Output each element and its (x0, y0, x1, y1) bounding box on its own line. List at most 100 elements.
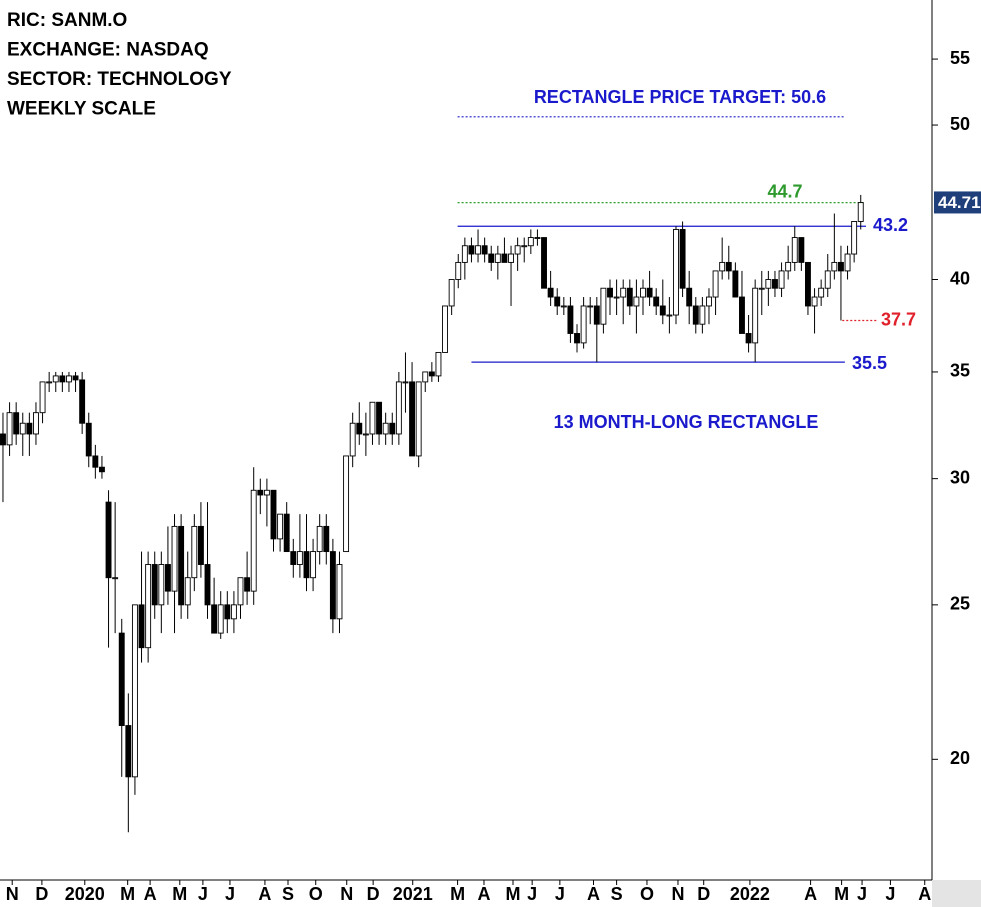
y-tick-label: 55 (950, 48, 970, 68)
candle-body (626, 287, 633, 307)
candle-body (686, 287, 693, 307)
x-tick-label: A (804, 884, 817, 904)
candle-body (13, 412, 20, 435)
candle-body (560, 305, 567, 308)
x-tick-label: A (918, 884, 931, 904)
candle-body (455, 261, 462, 280)
x-tick-label: J (198, 884, 208, 904)
candle-body (541, 237, 547, 289)
candle-body (343, 455, 350, 553)
candle-body (448, 279, 455, 307)
x-tick-label: N (6, 884, 19, 904)
candle-body (547, 287, 554, 298)
level-label: 44.7 (767, 181, 802, 201)
candle-body (329, 551, 336, 620)
candle-body (805, 261, 811, 307)
candle-body (765, 279, 772, 289)
x-tick-label: M (450, 884, 465, 904)
candle-body (712, 270, 719, 298)
x-tick-label: A (144, 884, 157, 904)
candle-body (679, 228, 686, 289)
candle-body (620, 287, 627, 298)
x-tick-label: J (555, 884, 565, 904)
candle-body (389, 422, 396, 435)
x-tick-label: M (834, 884, 849, 904)
candle-body (501, 253, 508, 263)
x-tick-label: D (35, 884, 48, 904)
x-tick-label: A (258, 884, 271, 904)
candle-body (395, 381, 402, 435)
x-tick-label: N (671, 884, 684, 904)
candle-body (66, 375, 72, 383)
candle-body (171, 525, 178, 592)
candle-body (105, 501, 112, 579)
y-tick-label: 50 (950, 114, 970, 134)
candle-body (98, 466, 105, 473)
candle-body (402, 381, 409, 384)
candle-body (79, 379, 86, 424)
candle-body (475, 245, 481, 255)
candle-body (356, 422, 363, 435)
info-line: RIC: SANM.O (7, 10, 127, 31)
candle-body (461, 245, 468, 263)
candle-body (593, 305, 600, 325)
candle-body (534, 237, 541, 239)
candle-body (362, 433, 369, 436)
candle-body (296, 551, 303, 565)
candle-body (0, 433, 6, 446)
candle-body (316, 525, 323, 553)
candle-body (837, 261, 844, 272)
candle-body (376, 401, 383, 435)
candle-body (692, 305, 699, 325)
candle-body (791, 237, 798, 263)
candle-body (92, 455, 99, 468)
candle-body (785, 261, 792, 272)
candle-body (745, 333, 752, 344)
candle-body (164, 564, 171, 592)
candle-body (191, 525, 198, 579)
candle-body (646, 287, 653, 298)
candle-body (283, 513, 290, 553)
x-tick-label: J (225, 884, 235, 904)
candle-body (844, 253, 851, 272)
last-price-box (934, 191, 981, 214)
candle-body (772, 279, 778, 289)
candle-body (349, 422, 356, 457)
x-tick-label: A (587, 884, 600, 904)
y-tick-label: 20 (950, 748, 970, 768)
candle-body (178, 525, 185, 606)
candle-body (323, 525, 330, 553)
candle-body (303, 551, 310, 579)
candle-body (85, 422, 92, 457)
corner-box (932, 880, 981, 907)
info-line: EXCHANGE: NASDAQ (7, 40, 209, 61)
x-tick-label: J (885, 884, 895, 904)
candle-body (197, 525, 204, 565)
candle-body (409, 381, 416, 457)
candle-body (33, 412, 39, 435)
level-label: 43.2 (873, 215, 908, 235)
candle-body (613, 296, 620, 299)
info-line: WEEKLY SCALE (7, 99, 156, 120)
candle-body (336, 564, 343, 620)
candle-body (699, 305, 706, 325)
candle-body (422, 371, 429, 383)
candle-body (19, 422, 26, 435)
candle-body (138, 604, 145, 649)
candle-body (778, 270, 785, 289)
x-tick-label: S (611, 884, 623, 904)
candle-body (442, 305, 449, 353)
candle-body (494, 253, 501, 263)
candle-body (39, 381, 46, 414)
candle-body (706, 296, 712, 307)
candle-body (131, 604, 138, 778)
candle-body (204, 564, 211, 606)
candle-body (508, 253, 514, 263)
candle-body (673, 228, 679, 316)
candle-body (217, 604, 224, 634)
annotation: 13 MONTH-LONG RECTANGLE (554, 412, 819, 432)
candle-body (818, 287, 825, 298)
candle-body (26, 422, 33, 435)
candle-body (587, 305, 594, 308)
candle-body (310, 551, 317, 579)
